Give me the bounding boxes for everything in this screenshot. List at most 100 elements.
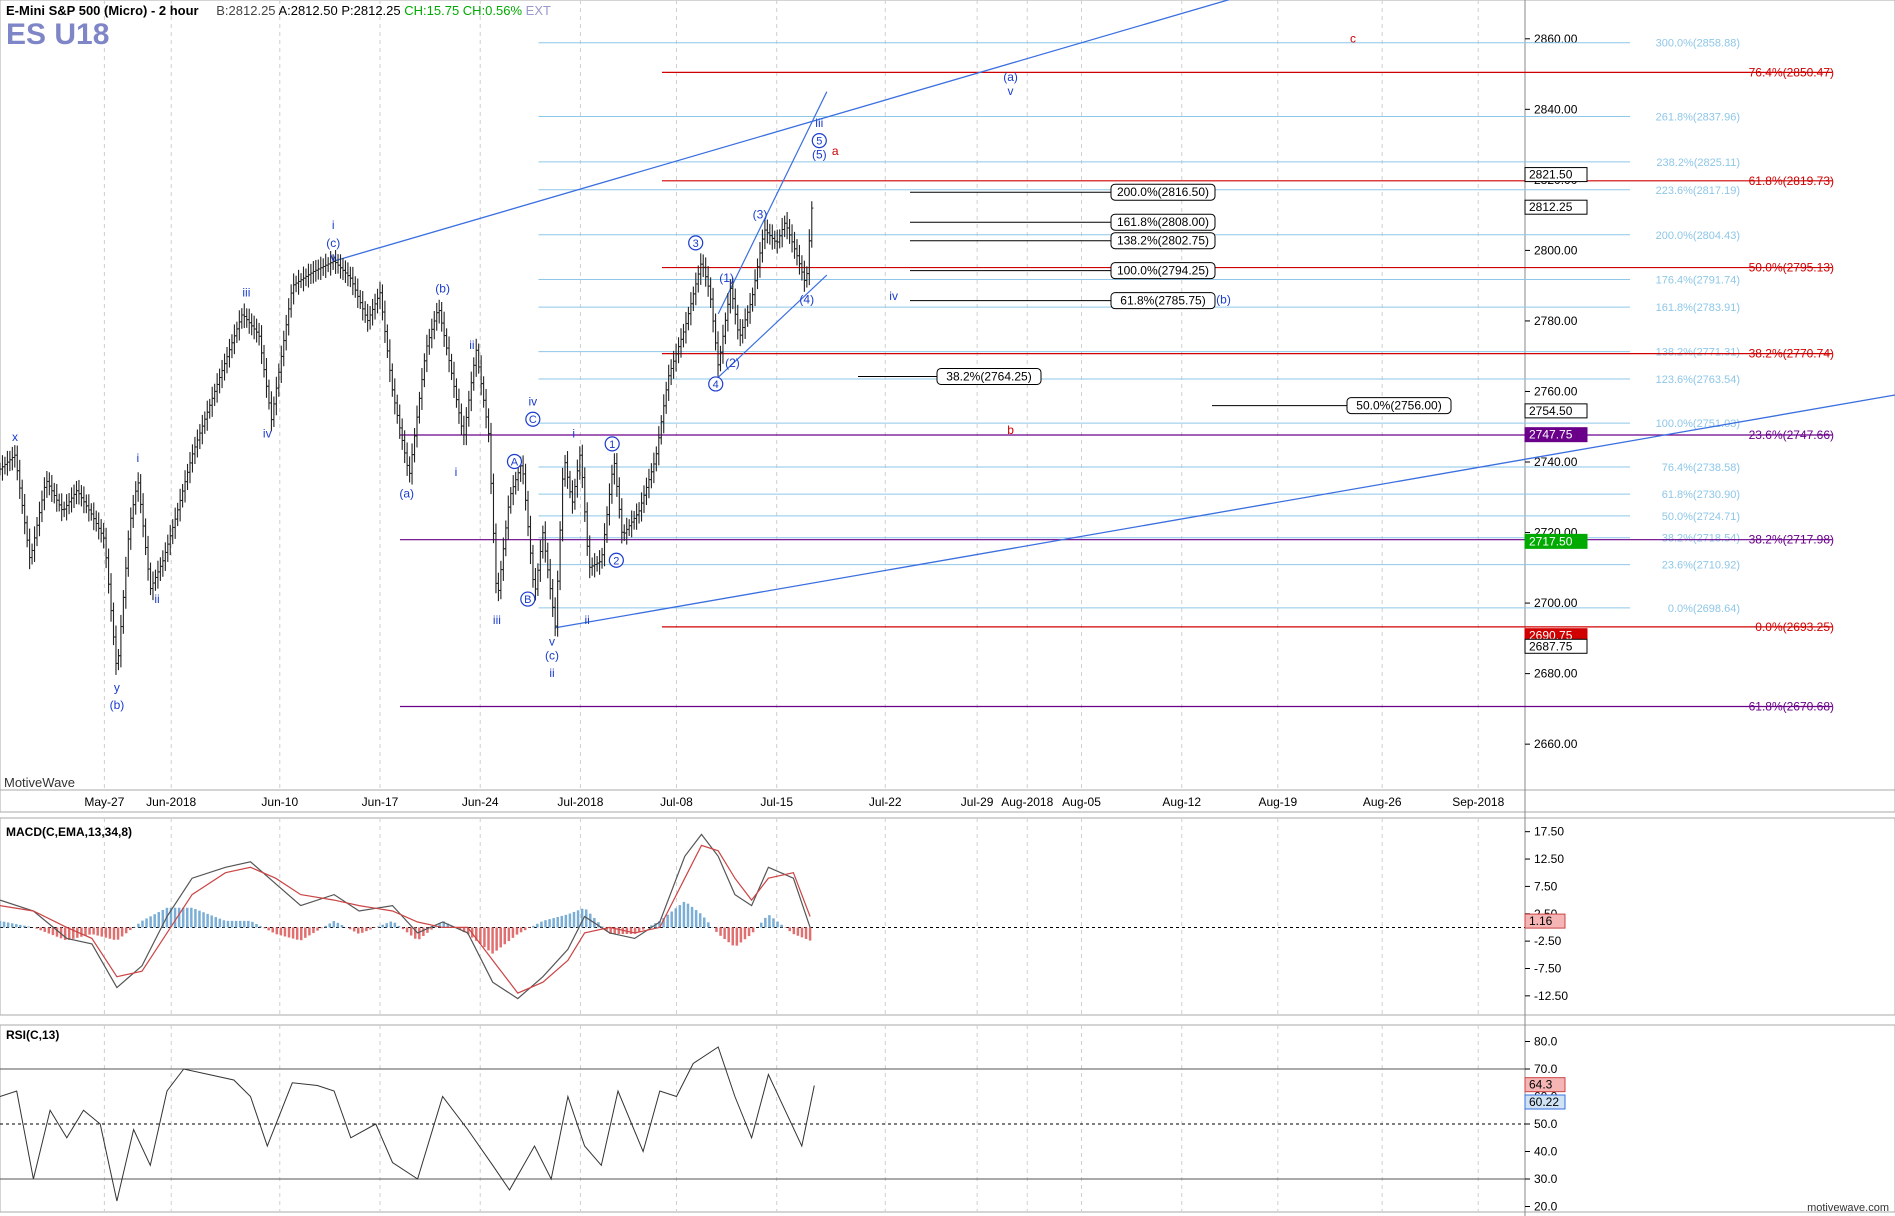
wave-label: c [1350, 31, 1356, 45]
wave-label-circle [604, 436, 620, 452]
price-badge [1524, 403, 1588, 419]
price-badge-label: 2717.50 [1529, 534, 1573, 548]
wave-label: ii [549, 666, 554, 680]
rsi-line [0, 1046, 815, 1202]
wave-label-circle [688, 235, 704, 251]
wave-label: i [332, 218, 335, 232]
price-badge-label: 2754.50 [1529, 404, 1573, 418]
fib-box-label: 61.8%(2785.75) [1120, 294, 1205, 308]
wave-label: (a) [1003, 70, 1018, 84]
date-axis-frame [0, 789, 1895, 813]
fib-box [1346, 397, 1452, 415]
date-tick-label: Sep-2018 [1452, 795, 1504, 809]
wave-label: ii [584, 613, 589, 627]
rsi-tick-label: 80.0 [1534, 1035, 1558, 1049]
price-tick-label: 2700.00 [1534, 596, 1578, 610]
fib-box-label: 100.0%(2794.25) [1117, 264, 1209, 278]
fib-box [1110, 292, 1216, 310]
date-tick-label: Jun-10 [261, 795, 298, 809]
macd-title: MACD(C,EMA,13,34,8) [6, 825, 133, 839]
rsi-badge-2 [1524, 1094, 1566, 1110]
wave-label: x [12, 430, 18, 444]
change-value: CH:15.75 [404, 3, 460, 18]
wave-label-circle [506, 453, 523, 470]
wave-label: iv [889, 289, 898, 303]
fib-box [1110, 262, 1216, 280]
date-tick-label: Jul-15 [760, 795, 793, 809]
rsi-badge-1 [1524, 1077, 1566, 1093]
wave-label: A [511, 457, 519, 469]
date-tick-label: Aug-2018 [1001, 795, 1053, 809]
price-tick-label: 2780.00 [1534, 314, 1578, 328]
price-tick-label: 2660.00 [1534, 737, 1578, 751]
price-badge-label: 2812.25 [1529, 200, 1573, 214]
price-tick-label: 2680.00 [1534, 667, 1578, 681]
price-tick-label: 2860.00 [1534, 32, 1578, 46]
date-tick-label: Aug-05 [1062, 795, 1101, 809]
wave-label: v [549, 634, 555, 648]
fib-retracement-label: 0.0%(2693.25) [1755, 620, 1834, 634]
macd-tick-label: 7.50 [1534, 879, 1558, 893]
price-badge-label: 2747.75 [1529, 428, 1573, 442]
wave-label: a [832, 144, 839, 158]
date-tick-label: Jun-2018 [146, 795, 196, 809]
wave-label: v [1008, 84, 1014, 98]
macd-panel-frame [0, 817, 1895, 1016]
price-tick-label: 2740.00 [1534, 455, 1578, 469]
fib-extension-label: 0.0%(2698.64) [1668, 603, 1740, 615]
wave-label: y [114, 680, 120, 694]
rsi-tick-label: 70.0 [1534, 1062, 1558, 1076]
date-tick-label: Jul-2018 [557, 795, 603, 809]
fib-retracement-label: 38.2%(2770.74) [1749, 347, 1834, 361]
fib-box [936, 367, 1042, 385]
wedge-lower-line [717, 274, 828, 378]
macd-tick-label: -7.50 [1534, 961, 1562, 975]
rsi-tick-label: 20.0 [1534, 1200, 1558, 1214]
fib-box-label: 138.2%(2802.75) [1117, 234, 1209, 248]
date-tick-label: May-27 [84, 795, 124, 809]
fib-retracement-label: 61.8%(2670.68) [1749, 699, 1834, 713]
app-brand: MotiveWave [4, 775, 76, 790]
watermark: motivewave.com [1807, 1202, 1889, 1214]
macd-tick-label: 17.50 [1534, 825, 1564, 839]
wave-label: b [1007, 423, 1014, 437]
fib-extension-label: 200.0%(2804.43) [1656, 230, 1740, 242]
macd-tick-label: 12.50 [1534, 852, 1564, 866]
price-badge-label: 2821.50 [1529, 168, 1573, 182]
price-tick-label: 2760.00 [1534, 384, 1578, 398]
wave-label: (b) [435, 282, 450, 296]
date-tick-label: Aug-19 [1258, 795, 1297, 809]
price-tick-label: 2840.00 [1534, 102, 1578, 116]
wave-label: ii [154, 592, 159, 606]
date-tick-label: Jul-29 [961, 795, 994, 809]
price-value: P:2812.25 [341, 3, 401, 18]
wave-label: (c) [545, 649, 559, 663]
upper-trendline [333, 0, 1231, 262]
wave-label-circle [525, 411, 541, 427]
date-tick-label: Aug-12 [1162, 795, 1201, 809]
wave-label: (a) [399, 486, 414, 500]
main-panel-frame [0, 0, 1895, 791]
fib-retracement-label: 50.0%(2795.13) [1749, 261, 1834, 275]
fib-extension-label: 176.4%(2791.74) [1656, 275, 1740, 287]
wave-label-circle [608, 552, 624, 568]
wave-label: 2 [613, 555, 619, 567]
rsi-panel-frame [0, 1024, 1895, 1213]
contract-label: ES U18 [6, 18, 110, 51]
wave-label-circle [811, 132, 827, 149]
wave-label: (1) [719, 271, 734, 285]
bid-value: B:2812.25 [216, 3, 276, 18]
date-tick-label: Aug-26 [1363, 795, 1402, 809]
wedge-upper-line [717, 91, 828, 315]
fib-box-label: 38.2%(2764.25) [946, 369, 1031, 383]
wave-label: i [572, 426, 575, 440]
date-tick-label: Jul-08 [660, 795, 693, 809]
fib-box-label: 50.0%(2756.00) [1356, 399, 1441, 413]
wave-label: i [136, 451, 139, 465]
fib-box [1110, 213, 1216, 231]
wave-label: iii [815, 116, 823, 130]
wave-label: iv [528, 395, 537, 409]
fib-box [1110, 232, 1216, 250]
wave-label: (5) [812, 148, 827, 162]
